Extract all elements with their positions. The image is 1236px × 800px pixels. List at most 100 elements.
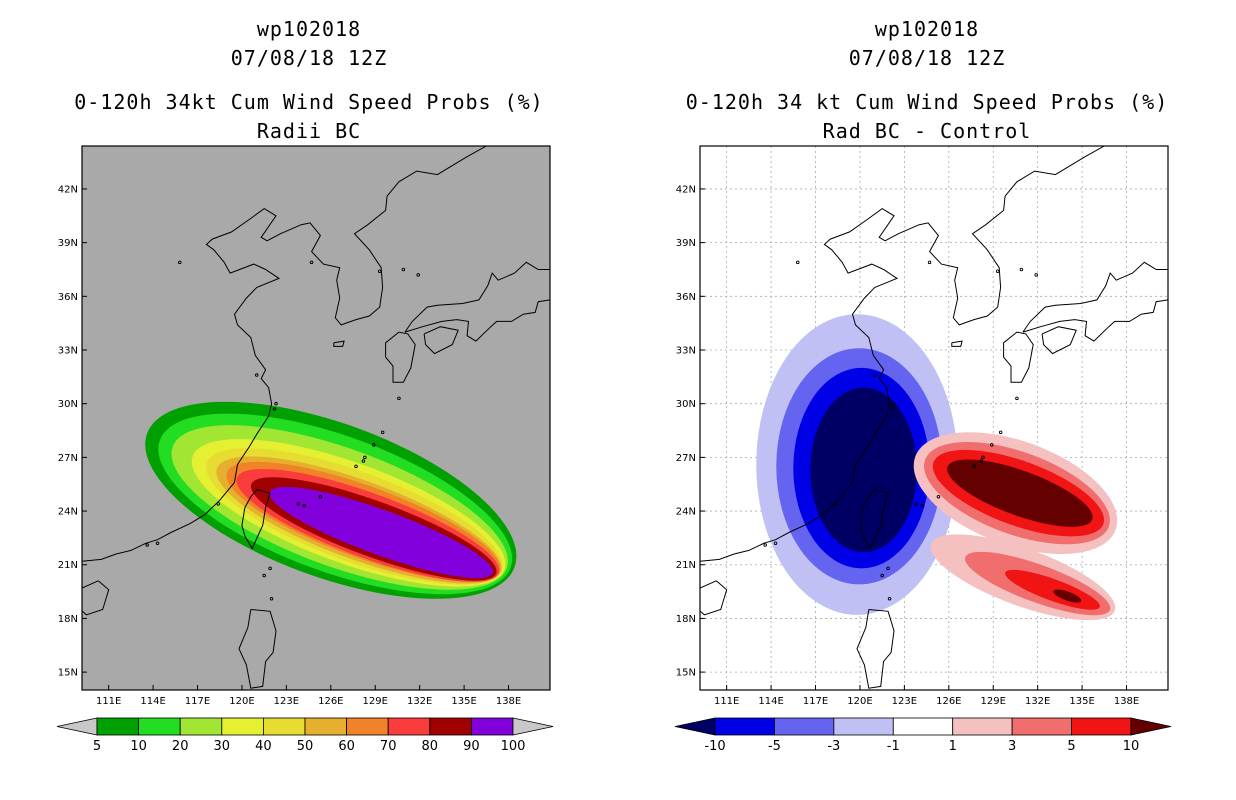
storm-id: wp102018 (874, 17, 980, 41)
chart-title: 0-120h 34 kt Cum Wind Speed Probs (%) (685, 90, 1169, 114)
x-tick-label: 135E (1069, 696, 1094, 707)
coastline-shikoku (1041, 326, 1077, 355)
colorbar-swatch (262, 717, 306, 736)
y-tick-label: 18N (676, 614, 696, 625)
island (873, 373, 877, 377)
y-tick-label: 39N (676, 238, 696, 249)
coastline-jeju (333, 340, 345, 347)
panel-radii-bc: wp102018 07/08/18 12Z 0-120h 34kt Cum Wi… (56, 17, 554, 754)
island (354, 464, 358, 469)
island (274, 401, 278, 406)
colorbar-swatch (346, 717, 389, 736)
y-tick-label: 42N (676, 184, 696, 195)
x-tick-label: 114E (758, 696, 783, 707)
island (255, 373, 259, 377)
island (372, 443, 376, 447)
colorbar-swatch (892, 717, 954, 736)
x-tick-label: 132E (407, 696, 432, 707)
island (972, 464, 976, 469)
colorbar-swatch (470, 717, 514, 736)
negative-contour (756, 314, 958, 615)
colorbar-label: 70 (380, 739, 397, 754)
contour-90 (269, 486, 493, 579)
plot-background (82, 146, 550, 690)
colorbar-label: 100 (501, 739, 526, 754)
colorbar-swatch (952, 717, 1013, 736)
coastline-jeju (951, 340, 963, 347)
island (155, 541, 160, 546)
colorbar-swatch (138, 717, 181, 736)
x-tick-label: 117E (185, 696, 210, 707)
colorbar-label: -5 (768, 739, 781, 754)
negative-contour (776, 348, 943, 585)
x-tick-label: 111E (96, 696, 121, 707)
colorbar-label: 80 (422, 739, 439, 754)
y-tick-label: 21N (676, 560, 696, 571)
island (268, 566, 272, 571)
positive-contour (913, 432, 1118, 555)
x-tick-label: 138E (1114, 696, 1139, 707)
island (1019, 267, 1024, 272)
y-tick-label: 15N (58, 668, 78, 679)
x-tick-label: 129E (981, 696, 1006, 707)
colorbar-label: 90 (463, 739, 480, 754)
y-tick-label: 30N (58, 399, 78, 410)
contour-60 (226, 461, 501, 582)
storm-id: wp102018 (256, 17, 362, 41)
colorbar-over-arrow (1130, 717, 1172, 736)
x-tick-label: 111E (714, 696, 739, 707)
island (377, 269, 382, 274)
colorbar-label: 60 (338, 739, 355, 754)
island (397, 396, 401, 401)
island (979, 459, 984, 463)
difference-field (700, 146, 1168, 690)
colorbar-swatch (96, 717, 139, 736)
y-tick-label: 24N (58, 507, 78, 518)
coastline-hainan (82, 580, 110, 616)
positive-contour (947, 459, 1093, 527)
positive-contour (1053, 589, 1082, 603)
coastline-luzon (238, 609, 277, 689)
colorbar-under-arrow (56, 717, 98, 736)
colorbar-swatch (1071, 717, 1132, 736)
island (887, 596, 892, 601)
island (773, 541, 778, 546)
colorbar-label: 10 (1123, 739, 1140, 754)
x-tick-label: 135E (451, 696, 476, 707)
plot-frame (699, 145, 1169, 691)
coastline-luzon (856, 609, 895, 689)
colorbar-label: 5 (1067, 739, 1075, 754)
colorbar-label: 10 (130, 739, 147, 754)
colorbar-swatch (429, 717, 472, 736)
island (302, 503, 306, 508)
x-tick-label: 132E (1025, 696, 1050, 707)
island (995, 269, 1000, 274)
coastline-honshu (404, 261, 550, 342)
island (380, 430, 385, 435)
island (920, 503, 924, 508)
positive-contour (1005, 569, 1100, 610)
island (886, 566, 890, 571)
x-tick-label: 120E (847, 696, 872, 707)
x-tick-label: 138E (496, 696, 521, 707)
coastline-mainland (700, 146, 1105, 562)
positive-contour (965, 551, 1111, 616)
island (401, 267, 406, 272)
colorbar-swatch (221, 717, 264, 736)
contour-30 (191, 439, 506, 587)
probability-field (82, 146, 550, 689)
island (1034, 273, 1038, 277)
y-tick-label: 27N (676, 453, 696, 464)
positive-contour (930, 534, 1116, 621)
contour-5 (145, 401, 517, 599)
y-tick-label: 27N (58, 453, 78, 464)
island (892, 401, 896, 406)
colorbar-label: 1 (949, 739, 957, 754)
coastline-kyushu (1003, 331, 1034, 383)
x-tick-label: 123E (274, 696, 299, 707)
island (296, 502, 300, 506)
coastline-shikoku (423, 326, 459, 355)
island (914, 502, 918, 506)
positive-contour (924, 442, 1110, 545)
island (927, 260, 932, 265)
